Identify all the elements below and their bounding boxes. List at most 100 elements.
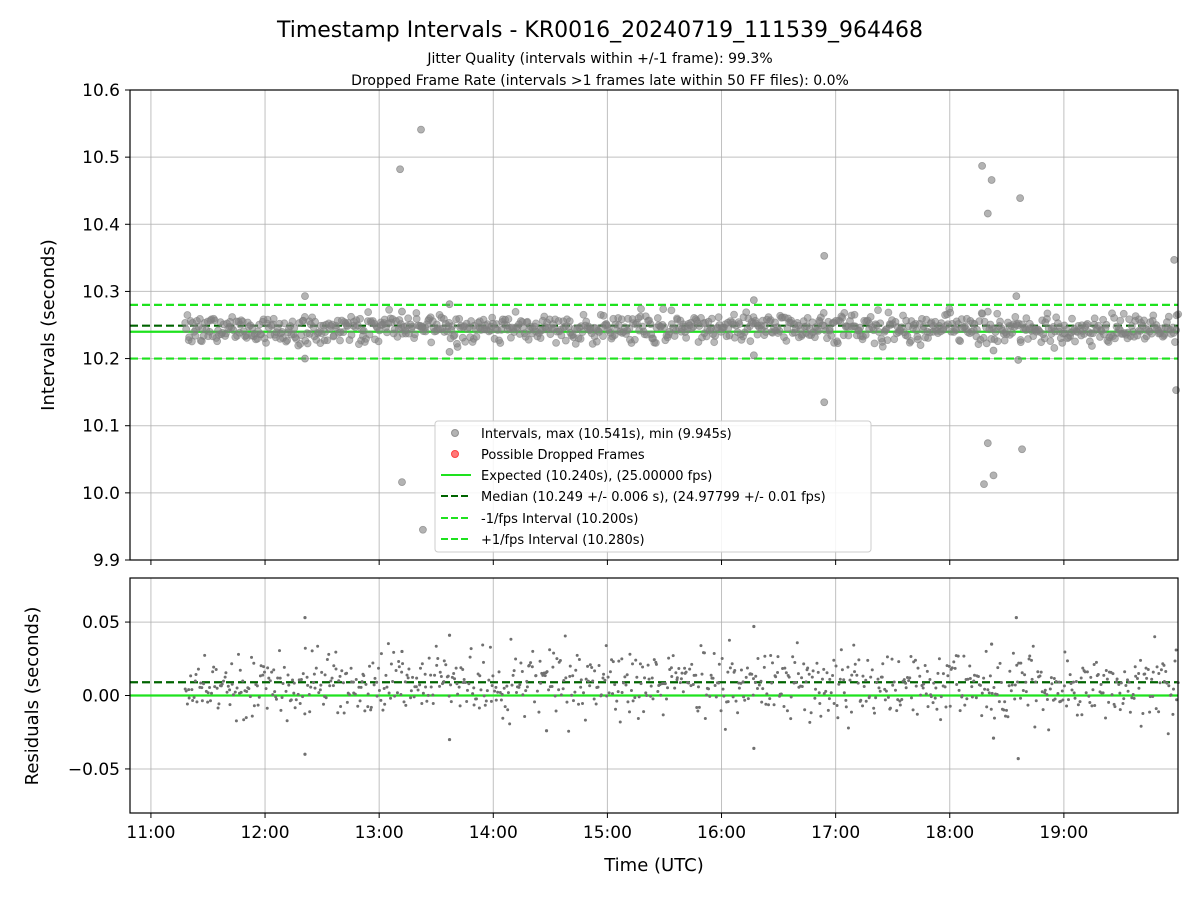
residual-point — [696, 709, 700, 713]
residual-point — [368, 664, 372, 668]
residual-outlier-point — [400, 649, 404, 654]
residual-point — [312, 681, 316, 685]
residual-point — [1009, 689, 1013, 693]
residual-point — [605, 694, 609, 698]
residual-point — [1057, 680, 1061, 684]
residual-point — [911, 708, 915, 712]
residual-outlier-point — [752, 624, 756, 629]
residual-point — [658, 682, 662, 686]
residual-point — [538, 659, 542, 663]
residual-point — [960, 694, 964, 698]
interval-point — [827, 331, 836, 340]
residual-point — [233, 690, 237, 694]
residual-point — [482, 660, 486, 664]
residual-point — [353, 692, 357, 696]
residual-point — [983, 687, 987, 691]
residual-point — [760, 700, 764, 704]
residual-point — [720, 656, 724, 660]
residual-point — [713, 683, 717, 687]
residual-point — [844, 698, 848, 702]
residual-point — [195, 700, 199, 704]
residual-point — [816, 670, 820, 674]
residual-point — [194, 673, 198, 677]
interval-point — [850, 310, 859, 319]
residual-point — [1089, 675, 1093, 679]
residual-point — [608, 670, 612, 674]
residual-point — [491, 674, 495, 678]
interval-point — [1164, 312, 1173, 321]
residual-point — [1122, 697, 1126, 701]
residual-point — [298, 702, 302, 706]
residual-point — [1034, 680, 1038, 684]
residual-point — [208, 699, 212, 703]
residual-point — [1023, 673, 1027, 677]
residual-point — [763, 654, 767, 658]
residual-point — [389, 696, 393, 700]
residual-point — [1054, 679, 1058, 683]
top-y-axis-label: Intervals (seconds) — [38, 239, 59, 411]
residual-point — [216, 706, 220, 710]
residual-point — [286, 673, 290, 677]
residual-point — [259, 664, 263, 668]
residual-point — [265, 706, 269, 710]
residual-point — [314, 666, 318, 670]
residual-point — [768, 697, 772, 701]
residual-point — [565, 700, 569, 704]
residual-point — [974, 696, 978, 700]
residual-point — [1024, 690, 1028, 694]
residual-point — [985, 705, 989, 709]
residual-point — [822, 667, 826, 671]
residual-point — [523, 714, 527, 718]
residual-point — [270, 670, 274, 674]
residual-point — [998, 661, 1002, 665]
residual-point — [567, 729, 571, 733]
residual-point — [431, 701, 435, 705]
residual-point — [561, 687, 565, 691]
x-tick-label: 18:00 — [925, 823, 974, 843]
interval-outlier-point — [396, 165, 404, 174]
legend-label-expected: Expected (10.240s), (25.00000 fps) — [481, 469, 712, 484]
interval-point — [637, 304, 645, 313]
residual-point — [472, 703, 476, 707]
x-tick-label: 17:00 — [811, 823, 860, 843]
residual-point — [684, 670, 688, 674]
residual-point — [588, 684, 592, 688]
x-tick-label: 14:00 — [469, 823, 518, 843]
residual-point — [490, 684, 494, 688]
residual-point — [1157, 671, 1161, 675]
residual-point — [628, 652, 632, 656]
residual-point — [303, 712, 307, 716]
residual-point — [936, 671, 940, 675]
residual-point — [1107, 700, 1111, 704]
residual-point — [837, 682, 841, 686]
top-axis-ticks: 9.9 10.0 10.1 10.2 10.3 10.4 10.5 10.6 — [82, 81, 1065, 571]
residual-point — [1102, 673, 1106, 677]
residual-point — [525, 679, 529, 683]
residual-point — [770, 661, 774, 665]
residual-point — [1167, 684, 1171, 688]
residual-point — [401, 662, 405, 666]
residual-point — [238, 668, 242, 672]
residual-point — [551, 665, 555, 669]
residual-point — [688, 667, 692, 671]
residual-point — [770, 681, 774, 685]
residual-point — [534, 674, 538, 678]
residual-point — [990, 691, 994, 695]
residual-point — [481, 643, 485, 647]
residual-point — [1090, 704, 1094, 708]
residual-point — [316, 644, 320, 648]
residual-point — [794, 681, 798, 685]
residual-point — [649, 684, 653, 688]
residual-point — [226, 684, 230, 688]
residual-point — [814, 687, 818, 691]
residual-point — [535, 689, 539, 693]
residual-point — [687, 681, 691, 685]
residual-point — [1146, 668, 1150, 672]
residual-point — [947, 664, 951, 668]
residual-point — [864, 699, 868, 703]
residual-point — [415, 676, 419, 680]
residual-point — [404, 703, 408, 707]
interval-point — [996, 317, 1004, 326]
residual-point — [554, 709, 558, 713]
residual-point — [1061, 698, 1065, 702]
